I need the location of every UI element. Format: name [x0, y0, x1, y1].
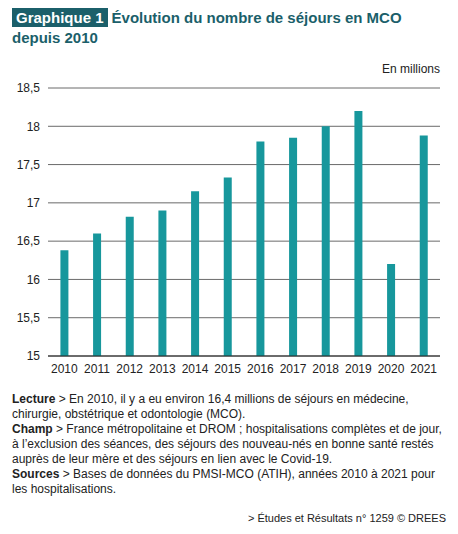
- html-text:Champ > France métropolitaine: Champ > France métropolitaine et DROM ; …: [12, 422, 442, 466]
- svg-text:18,5: 18,5: [17, 81, 41, 95]
- svg-text:2020: 2020: [378, 362, 405, 376]
- svg-text:2012: 2012: [116, 362, 143, 376]
- html-text:En millions: En millions: [382, 62, 440, 76]
- html-text:Sources > Bases de données du: Sources > Bases de données du PMSI-MCO (…: [12, 467, 435, 496]
- svg-text:2017: 2017: [280, 362, 307, 376]
- svg-text:16,5: 16,5: [17, 234, 41, 248]
- svg-text:2013: 2013: [149, 362, 176, 376]
- svg-text:2019: 2019: [345, 362, 372, 376]
- svg-text:17,5: 17,5: [17, 158, 41, 172]
- html-text:Graphique 1: Graphique 1: [16, 9, 104, 26]
- svg-text:2010: 2010: [51, 362, 78, 376]
- svg-text:17: 17: [27, 196, 41, 210]
- html-text:Évolution du nombre de séjours: Évolution du nombre de séjours en MCO de…: [12, 9, 402, 46]
- html-text:Lecture > En 2010, il y a eu e: Lecture > En 2010, il y a eu environ 16,…: [12, 392, 409, 421]
- svg-text:18: 18: [27, 120, 41, 134]
- svg-text:15: 15: [27, 349, 41, 363]
- svg-text:2014: 2014: [182, 362, 209, 376]
- svg-text:15,5: 15,5: [17, 311, 41, 325]
- svg-text:2015: 2015: [214, 362, 241, 376]
- svg-text:2016: 2016: [247, 362, 274, 376]
- svg-text:2018: 2018: [312, 362, 339, 376]
- svg-text:2021: 2021: [410, 362, 437, 376]
- html-text:> Études et Résultats n° 1259: > Études et Résultats n° 1259 © DREES: [247, 512, 446, 524]
- svg-text:16: 16: [27, 273, 41, 287]
- svg-text:2011: 2011: [84, 362, 110, 376]
